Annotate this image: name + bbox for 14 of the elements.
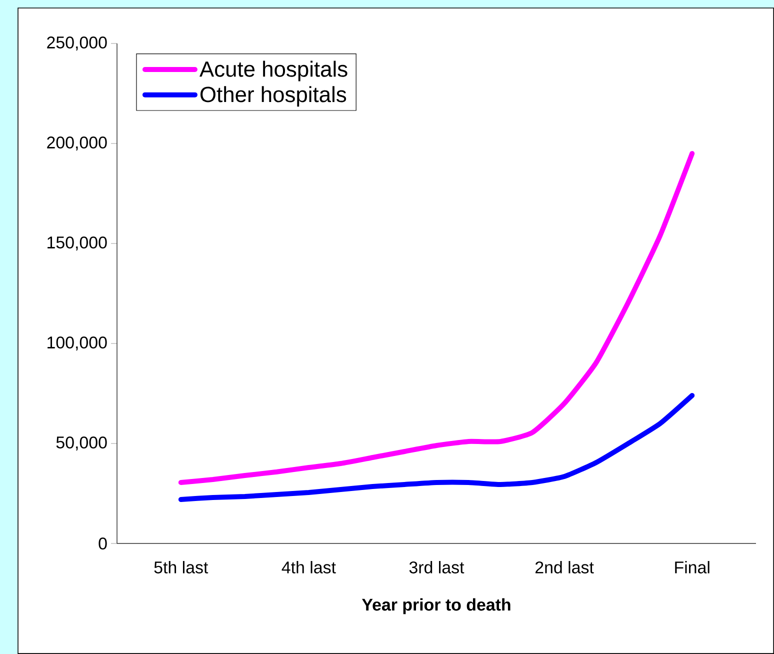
y-tick-label: 100,000 <box>48 336 107 350</box>
y-tick-label: 150,000 <box>48 236 107 250</box>
y-tick-label: 50,000 <box>56 436 107 450</box>
x-tick-label: 4th last <box>282 561 336 574</box>
x-tick-label: 5th last <box>154 561 208 574</box>
y-tick-label: 200,000 <box>47 136 107 150</box>
x-axis-title: Year prior to death <box>362 598 510 614</box>
x-tick-label: Final <box>675 561 710 574</box>
x-tick-label: 2nd last <box>536 561 594 574</box>
y-tick-label: 250,000 <box>47 36 107 50</box>
legend-label: Acute hospitals <box>200 60 348 82</box>
y-tick-label: 0 <box>98 537 107 550</box>
legend-label: Other hospitals <box>200 86 346 107</box>
x-tick-label: 3rd last <box>409 561 464 574</box>
